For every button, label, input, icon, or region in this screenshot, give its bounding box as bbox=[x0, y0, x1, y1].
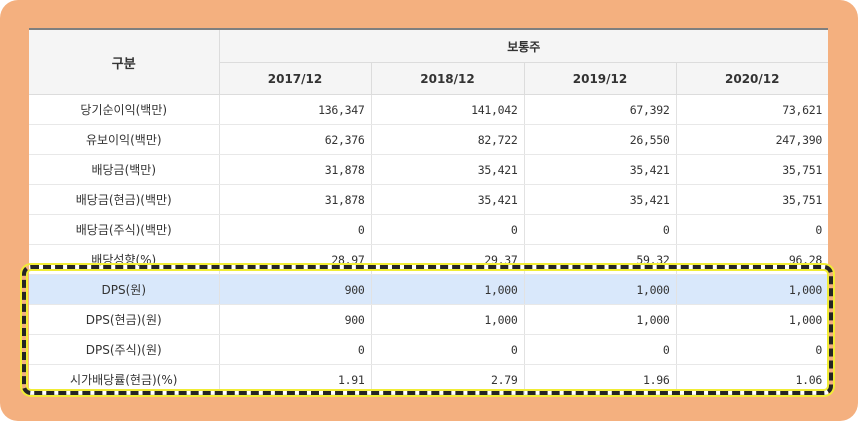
table-body: 당기순이익(백만) 136,347 141,042 67,392 73,621 … bbox=[29, 94, 828, 395]
row-label-dividends: 배당금(백만) bbox=[29, 154, 220, 185]
table-cell: 247,390 bbox=[676, 124, 828, 155]
table-cell: 35,421 bbox=[371, 184, 525, 215]
table-cell: 1.96 bbox=[524, 364, 677, 395]
table-cell: 35,421 bbox=[371, 154, 525, 185]
table-cell: 0 bbox=[219, 334, 372, 365]
row-label-cash-dividends: 배당금(현금)(백만) bbox=[29, 184, 220, 215]
table-row: 시가배당률(현금)(%) 1.91 2.79 1.96 1.06 bbox=[29, 364, 828, 395]
table-cell: 1,000 bbox=[371, 304, 525, 335]
table-cell: 73,621 bbox=[676, 94, 828, 125]
table-cell: 1,000 bbox=[676, 274, 828, 305]
table-cell: 35,421 bbox=[524, 154, 677, 185]
dividend-table-container: 구분 보통주 2017/12 2018/12 2019/12 2020/12 당… bbox=[29, 28, 828, 395]
table-cell: 29.37 bbox=[371, 244, 525, 275]
table-row: 배당금(백만) 31,878 35,421 35,421 35,751 bbox=[29, 154, 828, 185]
row-label-dps-stock: DPS(주식)(원) bbox=[29, 334, 220, 365]
table-cell: 31,878 bbox=[219, 184, 372, 215]
table-cell: 1,000 bbox=[524, 274, 677, 305]
table-cell: 900 bbox=[219, 274, 372, 305]
table-row: DPS(주식)(원) 0 0 0 0 bbox=[29, 334, 828, 365]
row-label-net-income: 당기순이익(백만) bbox=[29, 94, 220, 125]
header-period-2020: 2020/12 bbox=[676, 62, 828, 95]
table-row: 배당금(주식)(백만) 0 0 0 0 bbox=[29, 214, 828, 245]
row-label-dps: DPS(원) bbox=[29, 274, 220, 305]
table-cell: 1,000 bbox=[371, 274, 525, 305]
table-cell: 1,000 bbox=[676, 304, 828, 335]
table-cell: 2.79 bbox=[371, 364, 525, 395]
table-cell: 0 bbox=[524, 214, 677, 245]
table-cell: 0 bbox=[524, 334, 677, 365]
table-cell: 26,550 bbox=[524, 124, 677, 155]
table-row: DPS(현금)(원) 900 1,000 1,000 1,000 bbox=[29, 304, 828, 335]
table-cell: 141,042 bbox=[371, 94, 525, 125]
row-label-retained-earnings: 유보이익(백만) bbox=[29, 124, 220, 155]
header-period-2017: 2017/12 bbox=[219, 62, 372, 95]
table-header: 구분 보통주 2017/12 2018/12 2019/12 2020/12 bbox=[29, 29, 828, 95]
table-cell: 0 bbox=[219, 214, 372, 245]
table-cell: 67,392 bbox=[524, 94, 677, 125]
table-cell: 136,347 bbox=[219, 94, 372, 125]
header-common-stock: 보통주 bbox=[219, 29, 828, 63]
table-cell: 0 bbox=[676, 214, 828, 245]
table-row: 당기순이익(백만) 136,347 141,042 67,392 73,621 bbox=[29, 94, 828, 125]
dividend-table: 구분 보통주 2017/12 2018/12 2019/12 2020/12 당… bbox=[29, 28, 828, 395]
row-label-stock-dividends: 배당금(주식)(백만) bbox=[29, 214, 220, 245]
table-row: 배당성향(%) 28.97 29.37 59.32 96.28 bbox=[29, 244, 828, 275]
row-label-dps-cash: DPS(현금)(원) bbox=[29, 304, 220, 335]
table-cell: 31,878 bbox=[219, 154, 372, 185]
table-row: 유보이익(백만) 62,376 82,722 26,550 247,390 bbox=[29, 124, 828, 155]
row-label-payout-ratio: 배당성향(%) bbox=[29, 244, 220, 275]
table-cell: 28.97 bbox=[219, 244, 372, 275]
table-cell: 0 bbox=[371, 334, 525, 365]
table-cell: 59.32 bbox=[524, 244, 677, 275]
table-cell: 35,751 bbox=[676, 184, 828, 215]
table-row-selected[interactable]: DPS(원) 900 1,000 1,000 1,000 bbox=[29, 274, 828, 305]
table-cell: 62,376 bbox=[219, 124, 372, 155]
table-cell: 35,751 bbox=[676, 154, 828, 185]
table-cell: 1.06 bbox=[676, 364, 828, 395]
table-cell: 1.91 bbox=[219, 364, 372, 395]
table-row: 배당금(현금)(백만) 31,878 35,421 35,421 35,751 bbox=[29, 184, 828, 215]
table-cell: 0 bbox=[676, 334, 828, 365]
header-period-2018: 2018/12 bbox=[371, 62, 525, 95]
header-category: 구분 bbox=[29, 29, 220, 95]
header-period-2019: 2019/12 bbox=[524, 62, 677, 95]
row-label-dividend-yield: 시가배당률(현금)(%) bbox=[29, 364, 220, 395]
table-cell: 900 bbox=[219, 304, 372, 335]
table-cell: 1,000 bbox=[524, 304, 677, 335]
table-cell: 96.28 bbox=[676, 244, 828, 275]
table-cell: 35,421 bbox=[524, 184, 677, 215]
table-cell: 0 bbox=[371, 214, 525, 245]
table-cell: 82,722 bbox=[371, 124, 525, 155]
